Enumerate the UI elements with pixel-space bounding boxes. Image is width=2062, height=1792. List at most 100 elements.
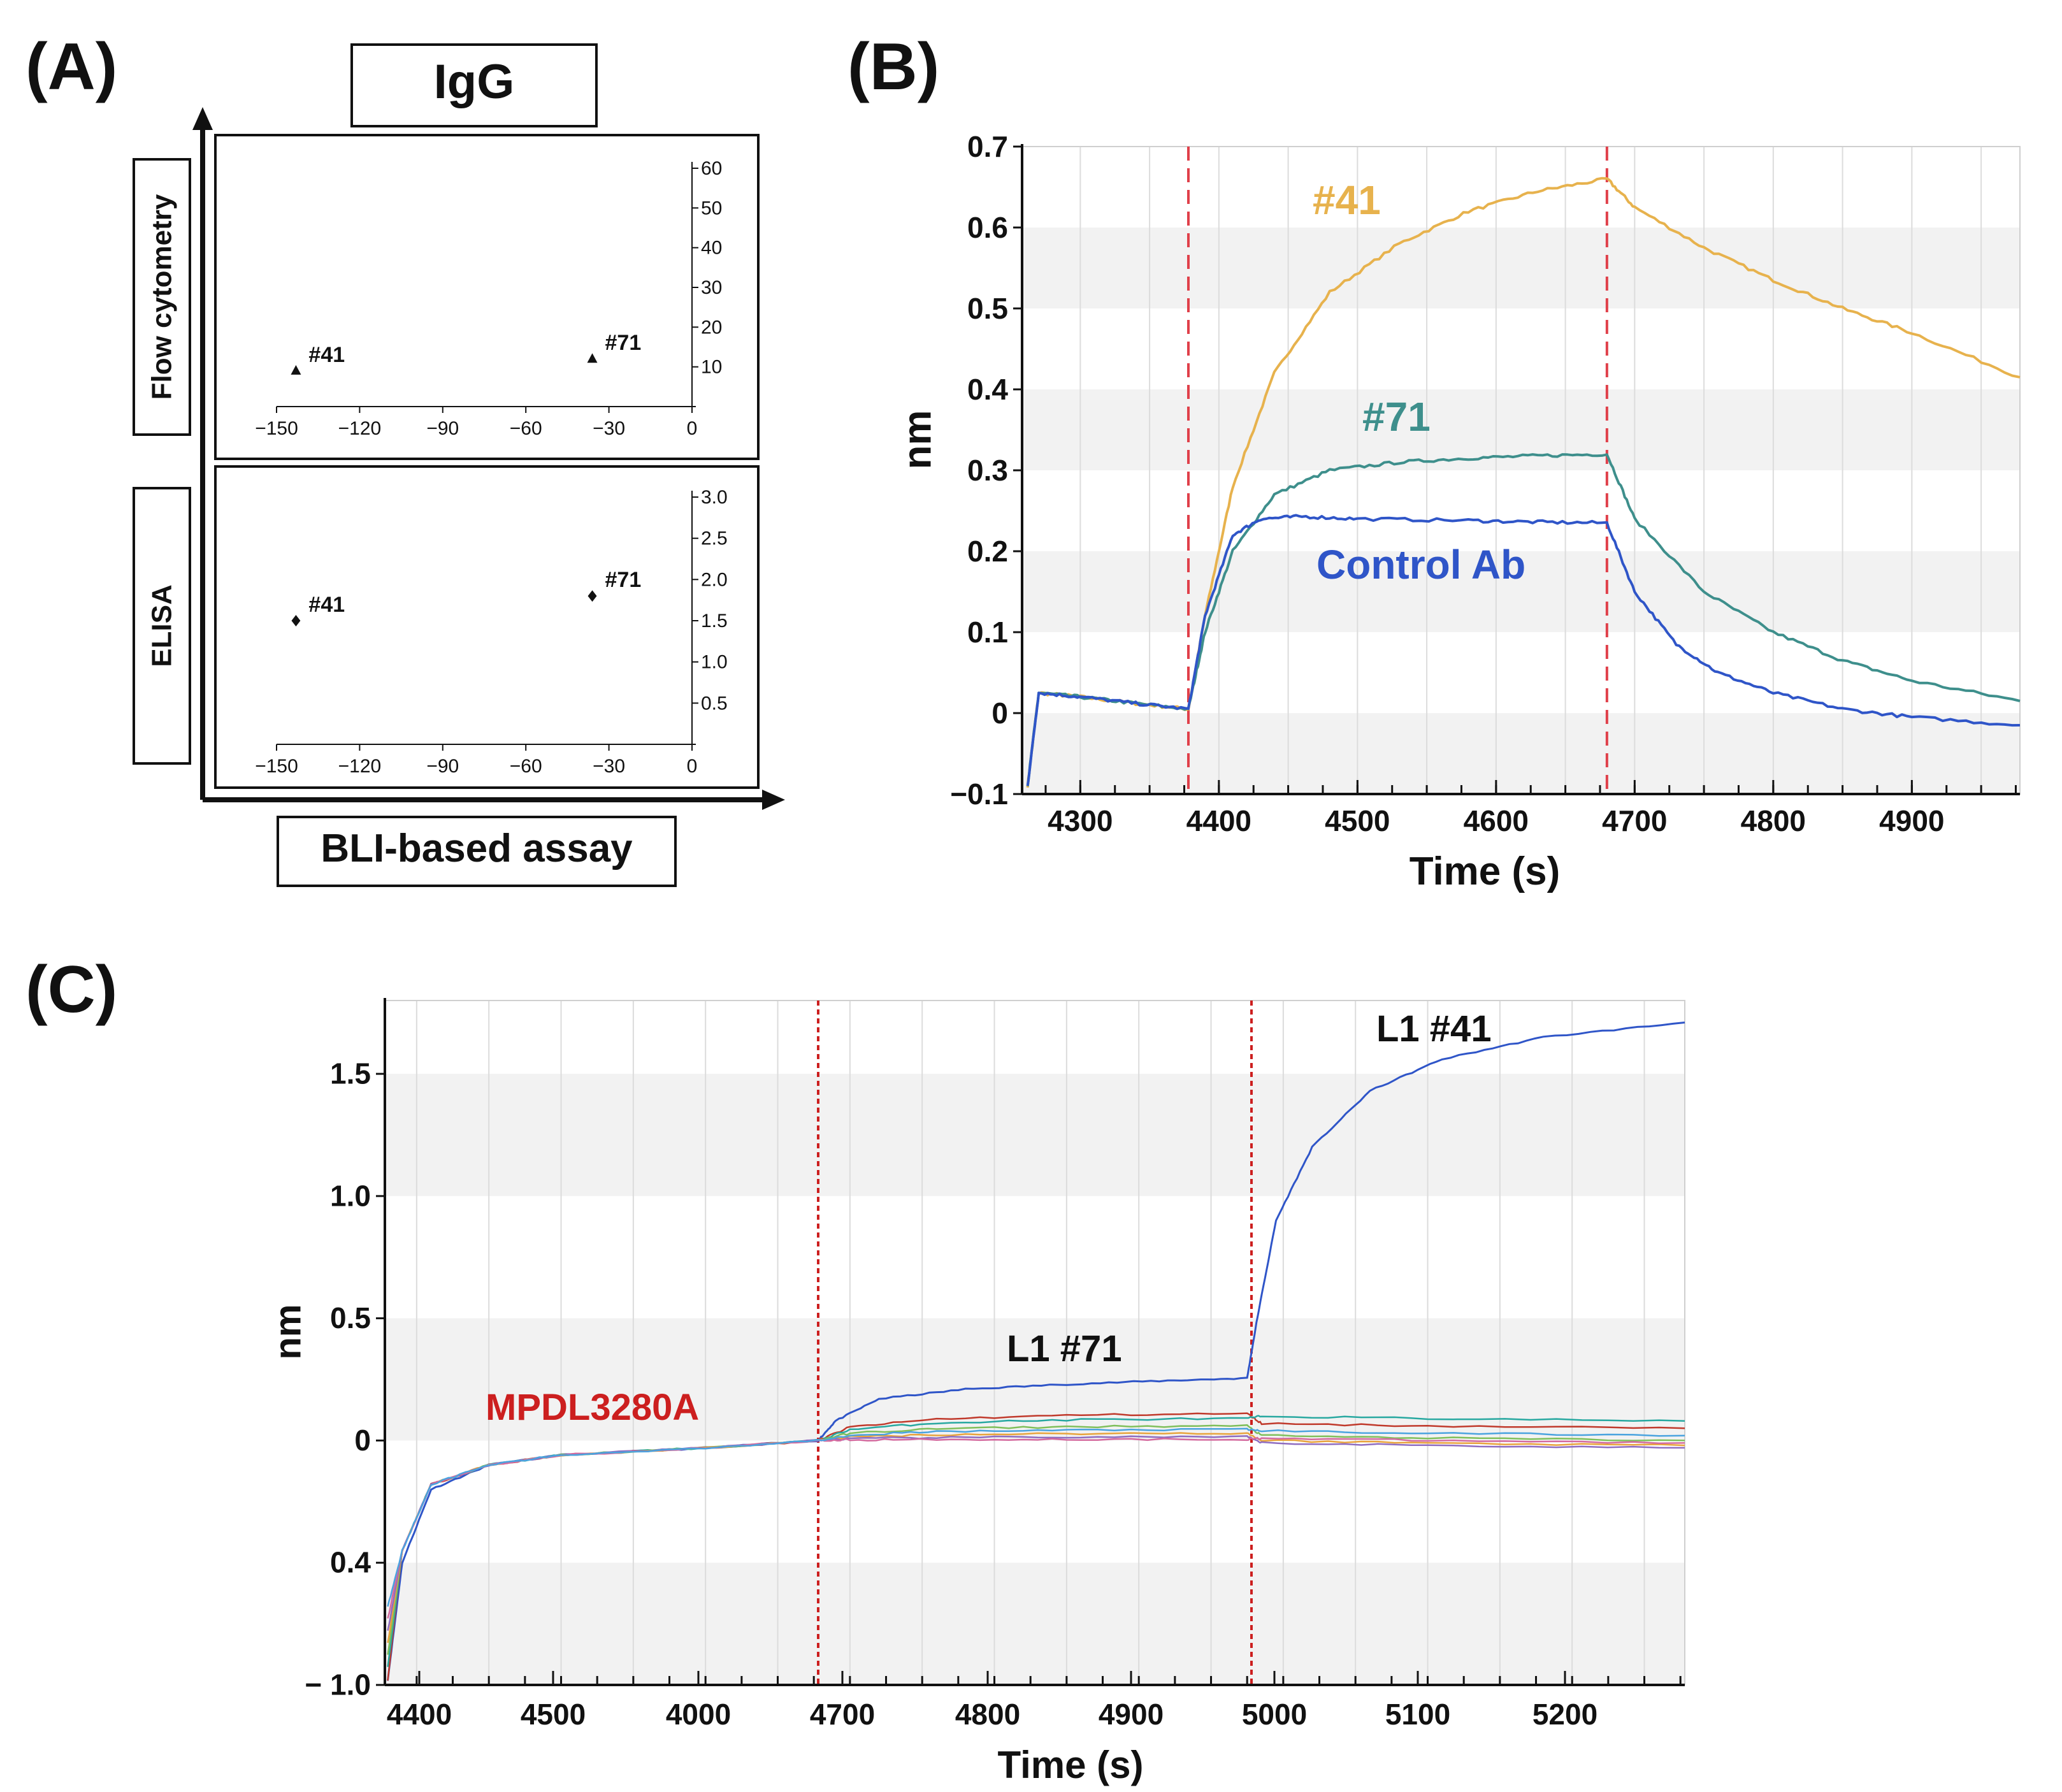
y-axis-arrow-head (192, 107, 213, 130)
y-tick-label: 0.1 (967, 616, 1008, 649)
x-axis-arrow-head (762, 790, 785, 810)
y-tick-label: 2.5 (701, 528, 728, 549)
y-tick-label: 0.5 (967, 292, 1008, 325)
scatter-point (587, 353, 598, 363)
ylabel-box-top (133, 158, 191, 436)
xlabel-c: Time (s) (998, 1744, 1144, 1786)
ylabel-elisa: ELISA (147, 584, 178, 667)
x-tick-label: 5100 (1385, 1698, 1450, 1731)
y-tick-label: 60 (701, 158, 722, 179)
subplot-bottom: −150 −120 −90 −60 −30 0 0.5 1.0 1.5 2.0 2.5 3.0 #41 #… (255, 487, 728, 777)
y-tick-label: 50 (701, 198, 722, 219)
y-tick-label: 2.0 (701, 569, 728, 590)
x-tick-label: −30 (593, 418, 625, 439)
x-tick-label: −60 (510, 418, 542, 439)
y-tick-label: 1.0 (701, 652, 728, 673)
x-tick-label: 4000 (666, 1698, 731, 1731)
panel-c: 4400 4500 4000 4700 4800 4900 5000 5100 5200 − 1.… (268, 998, 1685, 1786)
point-label: #71 (605, 568, 642, 592)
plot-band (385, 1563, 1685, 1685)
x-tick-label: −120 (338, 418, 382, 439)
ylabel-c: nm (268, 1304, 309, 1360)
x-tick-label: 5000 (1242, 1698, 1307, 1731)
y-tick-label: 40 (701, 238, 722, 259)
x-tick-label: 4800 (1741, 804, 1806, 837)
y-tick-label: 0 (354, 1424, 371, 1457)
panel-label-a: (A) (25, 30, 117, 104)
chart-title: IgG (434, 55, 515, 109)
y-tick-label: 1.5 (330, 1057, 371, 1090)
point-label: #41 (308, 343, 345, 367)
point-label: #41 (308, 593, 345, 617)
x-tick-label: 4500 (1325, 804, 1390, 837)
scatter-point (588, 590, 597, 602)
x-tick-label: −90 (426, 418, 459, 439)
subplot-bottom-frame (214, 465, 760, 789)
y-tick-label: 0.5 (330, 1301, 371, 1334)
x-tick-label: 4700 (1602, 804, 1667, 837)
ylabel-b: nm (896, 410, 940, 470)
y-tick-label: 30 (701, 277, 722, 298)
y-tick-label: 0.7 (967, 130, 1008, 163)
y-tick-label: 3.0 (701, 487, 728, 508)
y-tick-label: 0.4 (330, 1546, 371, 1579)
title-box (350, 43, 598, 127)
x-tick-label: −90 (426, 756, 459, 777)
x-tick-label: 4900 (1099, 1698, 1164, 1731)
y-tick-label: 0.2 (967, 535, 1008, 568)
y-tick-label: 0 (991, 697, 1008, 730)
scatter-point (291, 365, 301, 375)
point-label: #71 (605, 331, 642, 355)
x-tick-label: 4400 (1186, 804, 1251, 837)
x-tick-label: 0 (687, 756, 698, 777)
annotation-mpdl3280a: MPDL3280A (486, 1387, 699, 1428)
x-tick-label: 4300 (1048, 804, 1113, 837)
label-41: #41 (1313, 177, 1381, 223)
y-tick-label: 0.3 (967, 454, 1008, 487)
x-tick-label: 4500 (521, 1698, 586, 1731)
series-line-1 (1026, 177, 2021, 788)
x-tick-label: 4700 (810, 1698, 875, 1731)
x-tick-label: 4600 (1464, 804, 1529, 837)
y-tick-label: 0.6 (967, 211, 1008, 244)
plot-band (1022, 713, 2020, 794)
y-tick-label: 1.5 (701, 611, 728, 632)
label-71: #71 (1362, 394, 1431, 440)
xlabel-b: Time (s) (1410, 849, 1561, 893)
plot-band (385, 1074, 1685, 1196)
scatter-point (291, 615, 301, 626)
subplot-top-frame (214, 134, 760, 460)
x-tick-label: 5200 (1532, 1698, 1597, 1731)
y-tick-label: −0.1 (950, 777, 1008, 811)
x-tick-label: 4800 (955, 1698, 1020, 1731)
x-tick-label: 0 (687, 418, 698, 439)
x-tick-label: −60 (510, 756, 542, 777)
y-tick-label: 1.0 (330, 1179, 371, 1212)
subplot-top: −150 −120 −90 −60 −30 0 10 20 30 40 50 60 #41 #71 (255, 158, 722, 439)
panel-label-b: (B) (847, 30, 939, 104)
y-tick-label: 10 (701, 357, 722, 378)
x-tick-label: −150 (255, 418, 298, 439)
plot-band (1022, 228, 2020, 308)
series-line-minor (387, 1427, 1685, 1607)
x-tick-label: 4900 (1879, 804, 1944, 837)
xlabel-bli: BLI-based assay (321, 827, 633, 871)
panel-b: 4300 4400 4500 4600 4700 4800 4900 −0.1 0 0.1 0.2 0… (896, 130, 2021, 893)
y-tick-label: 0.4 (967, 373, 1008, 406)
plot-band (1022, 389, 2020, 470)
y-tick-label: 0.5 (701, 693, 728, 714)
plot-c: 4400 4500 4000 4700 4800 4900 5000 5100 5200 − 1.… (305, 998, 1685, 1731)
ylabel-flow-cytometry: Flow cytometry (147, 194, 178, 400)
label-control-ab: Control Ab (1316, 542, 1525, 588)
x-tick-label: −150 (255, 756, 298, 777)
annotation-l1-71: L1 #71 (1007, 1328, 1122, 1369)
panel-label-c: (C) (25, 953, 117, 1027)
x-tick-label: −30 (593, 756, 625, 777)
x-tick-label: 4400 (387, 1698, 452, 1731)
ylabel-box-bottom (133, 487, 191, 765)
series-line-3 (1026, 514, 2021, 786)
plot-band (385, 1318, 1685, 1441)
annotation-l1-41: L1 #41 (1376, 1008, 1492, 1050)
xlabel-box (277, 816, 677, 887)
